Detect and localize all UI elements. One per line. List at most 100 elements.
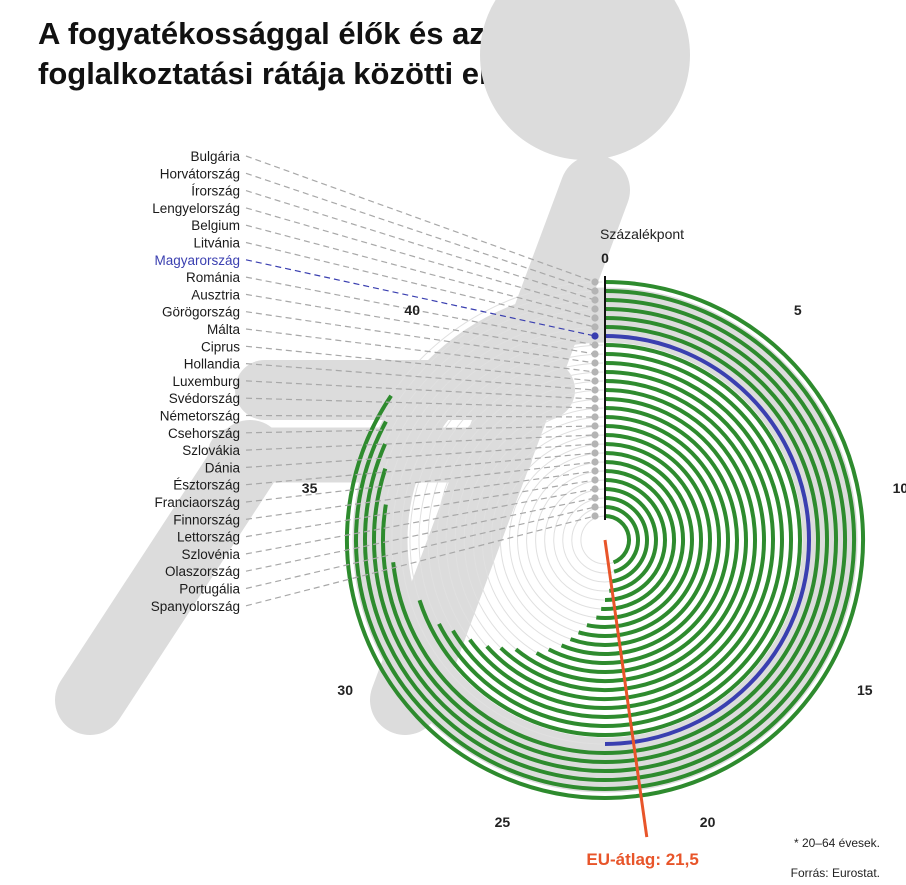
country-label: Finnország bbox=[173, 512, 240, 527]
country-label: Szlovákia bbox=[182, 443, 240, 458]
tick-label: 35 bbox=[302, 480, 318, 496]
country-label: Románia bbox=[186, 270, 241, 285]
country-label: Litvánia bbox=[193, 236, 240, 251]
country-label: Németország bbox=[160, 409, 240, 424]
bar-arc bbox=[547, 415, 730, 665]
connector-line bbox=[245, 345, 596, 382]
country-dot bbox=[591, 332, 599, 340]
bar-arc bbox=[604, 487, 658, 593]
bar-arc bbox=[514, 397, 748, 683]
connector-line bbox=[245, 470, 596, 520]
country-label: Olaszország bbox=[165, 564, 240, 579]
country-dot bbox=[591, 350, 599, 358]
country-dot bbox=[591, 314, 599, 322]
country-label: Spanyolország bbox=[151, 599, 240, 614]
country-dot bbox=[591, 485, 599, 493]
bar-arc bbox=[586, 451, 694, 629]
bar-arc bbox=[604, 496, 649, 584]
country-label: Málta bbox=[207, 322, 241, 337]
bar-arc bbox=[372, 307, 838, 773]
country-label: Lengyelország bbox=[152, 201, 240, 216]
bar-arc bbox=[391, 325, 820, 755]
connector-line bbox=[245, 515, 596, 607]
bar-arc bbox=[485, 379, 766, 701]
country-dot bbox=[591, 377, 599, 385]
country-dot bbox=[591, 395, 599, 403]
tick-label: 30 bbox=[337, 682, 353, 698]
bar-arc bbox=[604, 334, 811, 746]
bar-arc bbox=[577, 442, 703, 638]
country-dot bbox=[591, 305, 599, 313]
bar-arc bbox=[437, 352, 793, 728]
country-dot bbox=[591, 422, 599, 430]
bar-arc bbox=[451, 361, 784, 719]
bar-arc bbox=[604, 478, 667, 602]
bar-arc bbox=[345, 280, 865, 800]
source: Forrás: Eurostat. bbox=[790, 866, 880, 880]
bar-arc bbox=[499, 388, 757, 692]
country-dot bbox=[591, 467, 599, 475]
country-label: Portugália bbox=[179, 582, 240, 597]
country-dot bbox=[591, 296, 599, 304]
bar-arc bbox=[354, 289, 856, 791]
country-label: Belgium bbox=[191, 218, 240, 233]
country-label: Ausztria bbox=[191, 287, 240, 302]
connector-line bbox=[245, 397, 596, 409]
connector-line bbox=[245, 190, 596, 301]
bar-arc bbox=[596, 460, 686, 620]
country-label: Ciprus bbox=[201, 339, 240, 354]
eu-average-label: EU-átlag: 21,5 bbox=[586, 850, 698, 869]
connector-line bbox=[245, 461, 596, 503]
tick-label: 10 bbox=[893, 480, 906, 496]
bar-arc bbox=[363, 298, 847, 782]
bar-arc bbox=[535, 406, 739, 674]
connector-line bbox=[245, 363, 596, 391]
connector-line bbox=[245, 452, 596, 486]
country-label: Dánia bbox=[205, 460, 241, 475]
country-dot bbox=[591, 476, 599, 484]
tick-label: 25 bbox=[495, 814, 511, 830]
country-label: Csehország bbox=[168, 426, 240, 441]
unit-label: Százalékpont bbox=[600, 226, 684, 242]
bar-arc bbox=[601, 469, 677, 611]
country-dot bbox=[591, 386, 599, 394]
connector-line bbox=[245, 172, 596, 292]
country-dot bbox=[591, 278, 599, 286]
country-dot bbox=[591, 440, 599, 448]
bar-arc bbox=[468, 370, 775, 710]
connector-line bbox=[245, 224, 596, 319]
connector-line bbox=[245, 414, 596, 418]
country-dot bbox=[591, 341, 599, 349]
country-label: Magyarország bbox=[154, 253, 240, 268]
country-dot bbox=[591, 287, 599, 295]
bar-arc bbox=[381, 316, 829, 764]
tick-label: 15 bbox=[857, 682, 873, 698]
country-dot bbox=[591, 512, 599, 520]
bar-arc bbox=[417, 343, 802, 737]
tick-label: 5 bbox=[794, 302, 802, 318]
connector-line bbox=[245, 328, 596, 373]
bar-arc bbox=[604, 514, 631, 565]
tick-label: 40 bbox=[404, 302, 420, 318]
connector-line bbox=[245, 479, 596, 538]
country-dot bbox=[591, 404, 599, 412]
bar-arc bbox=[604, 505, 640, 574]
country-dot bbox=[591, 458, 599, 466]
connector-line bbox=[245, 380, 596, 400]
country-label: Írország bbox=[191, 184, 240, 199]
country-dot bbox=[591, 413, 599, 421]
connector-line bbox=[245, 155, 596, 283]
connector-line bbox=[245, 207, 596, 310]
country-dot bbox=[591, 494, 599, 502]
country-dot bbox=[591, 359, 599, 367]
country-label: Szlovénia bbox=[181, 547, 240, 562]
connector-line bbox=[245, 311, 596, 364]
country-dot bbox=[591, 503, 599, 511]
footnote: * 20–64 évesek. bbox=[793, 836, 880, 850]
country-dot bbox=[591, 323, 599, 331]
country-label: Észtország bbox=[173, 478, 240, 493]
country-label: Bulgária bbox=[190, 149, 240, 164]
country-label: Luxemburg bbox=[172, 374, 240, 389]
tick-label: 0 bbox=[601, 250, 609, 266]
